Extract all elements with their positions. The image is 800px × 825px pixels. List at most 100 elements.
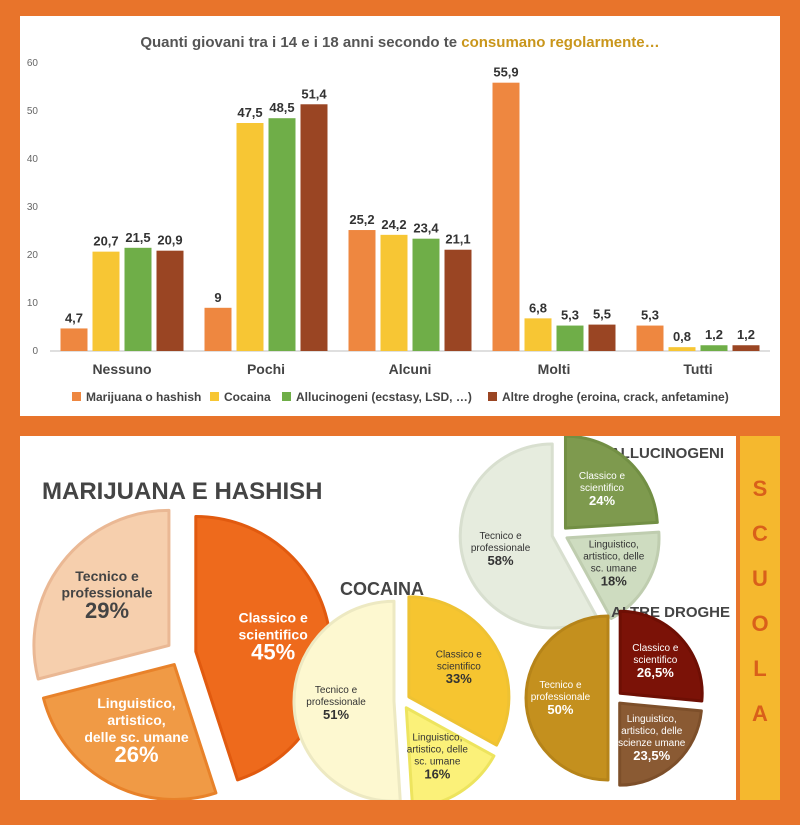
bar bbox=[636, 325, 664, 351]
bar bbox=[556, 325, 584, 351]
data-label: 1,2 bbox=[737, 327, 755, 342]
y-tick-label: 40 bbox=[27, 154, 39, 165]
slice-label: professionale bbox=[471, 543, 531, 554]
scuola-letter: L bbox=[753, 656, 767, 681]
slice-label: Classico e bbox=[579, 471, 626, 482]
data-label: 5,3 bbox=[641, 308, 659, 323]
bar bbox=[348, 230, 376, 351]
slice-label: Linguistico, bbox=[627, 714, 677, 725]
slice-value: 58% bbox=[488, 553, 514, 568]
legend-label: Cocaina bbox=[224, 390, 271, 404]
y-tick-label: 60 bbox=[27, 58, 39, 69]
y-tick-label: 10 bbox=[27, 298, 39, 309]
legend-label: Altre droghe (eroina, crack, anfetamine) bbox=[502, 390, 729, 404]
pie-slice bbox=[407, 595, 511, 747]
legend-swatch bbox=[210, 392, 219, 401]
pie-slice bbox=[292, 599, 402, 803]
bar bbox=[732, 345, 760, 351]
bar bbox=[268, 118, 296, 351]
data-label: 6,8 bbox=[529, 300, 547, 315]
scuola-letter: C bbox=[752, 521, 768, 546]
legend-swatch bbox=[72, 392, 81, 401]
data-label: 5,3 bbox=[561, 308, 579, 323]
slice-value: 29% bbox=[85, 598, 129, 623]
slice-value: 18% bbox=[601, 573, 627, 588]
data-label: 21,5 bbox=[125, 230, 150, 245]
data-label: 47,5 bbox=[237, 105, 262, 120]
slice-label: scientifico bbox=[580, 483, 624, 494]
y-tick-label: 20 bbox=[27, 250, 39, 261]
data-label: 55,9 bbox=[493, 65, 518, 80]
data-label: 4,7 bbox=[65, 310, 83, 325]
scuola-letter: A bbox=[752, 701, 768, 726]
data-label: 1,2 bbox=[705, 327, 723, 342]
slice-label: professionale bbox=[62, 585, 153, 601]
data-label: 20,7 bbox=[93, 234, 118, 249]
bar bbox=[60, 328, 88, 351]
pie-slice bbox=[32, 508, 171, 681]
legend-label: Allucinogeni (ecstasy, LSD, …) bbox=[296, 390, 472, 404]
pie-slice bbox=[458, 442, 599, 630]
slice-label: Tecnico e bbox=[75, 568, 139, 584]
chart-title-highlight: consumano regolarmente… bbox=[461, 34, 659, 51]
slice-label: delle sc. umane bbox=[84, 729, 188, 745]
slice-label: Linguistico, bbox=[97, 695, 176, 711]
slice-label: artistico, delle bbox=[621, 726, 683, 737]
y-tick-label: 0 bbox=[32, 346, 38, 357]
data-label: 25,2 bbox=[349, 212, 374, 227]
scuola-letter: O bbox=[751, 611, 769, 636]
pie-title: MARIJUANA E HASHISH bbox=[42, 478, 322, 505]
slice-label: scientifico bbox=[239, 626, 308, 642]
slice-value: 50% bbox=[547, 702, 573, 717]
slice-value: 33% bbox=[446, 671, 472, 686]
data-label: 23,4 bbox=[413, 221, 439, 236]
slice-label: Tecnico e bbox=[539, 680, 582, 691]
slice-label: scienze umane bbox=[618, 738, 686, 749]
category-label: Pochi bbox=[247, 361, 285, 377]
slice-label: Linguistico, bbox=[589, 539, 639, 550]
bar bbox=[524, 318, 552, 351]
pie-slice bbox=[41, 663, 218, 801]
bar bbox=[444, 249, 472, 351]
bar bbox=[700, 345, 728, 351]
pie-slice bbox=[618, 701, 703, 787]
y-tick-label: 50 bbox=[27, 106, 39, 117]
legend-swatch bbox=[282, 392, 291, 401]
bar bbox=[492, 82, 520, 352]
slice-label: Classico e bbox=[436, 649, 483, 660]
slice-label: artistico, delle bbox=[583, 551, 645, 562]
slice-label: artistico, delle bbox=[407, 745, 469, 756]
category-label: Alcuni bbox=[389, 361, 432, 377]
slice-value: 24% bbox=[589, 493, 615, 508]
chart-title-part: Quanti giovani tra i 14 e i 18 anni seco… bbox=[140, 34, 461, 51]
bar bbox=[588, 324, 616, 351]
slice-label: sc. umane bbox=[591, 563, 638, 574]
legend-swatch bbox=[488, 392, 497, 401]
y-tick-label: 30 bbox=[27, 202, 39, 213]
data-label: 24,2 bbox=[381, 217, 406, 232]
bar bbox=[204, 307, 232, 351]
bar-chart-panel: Quanti giovani tra i 14 e i 18 anni seco… bbox=[20, 16, 780, 416]
slice-label: sc. umane bbox=[414, 757, 461, 768]
slice-label: professionale bbox=[531, 692, 591, 703]
data-label: 51,4 bbox=[301, 86, 327, 101]
data-label: 9 bbox=[214, 290, 221, 305]
slice-value: 51% bbox=[323, 707, 349, 722]
slice-value: 26% bbox=[114, 742, 158, 767]
slice-value: 26,5% bbox=[637, 665, 674, 680]
scuola-letter: S bbox=[752, 476, 768, 501]
legend-label: Marijuana o hashish bbox=[86, 390, 201, 404]
slice-value: 23,5% bbox=[633, 748, 670, 763]
slice-value: 45% bbox=[251, 640, 295, 665]
bar bbox=[236, 123, 264, 351]
data-label: 0,8 bbox=[673, 329, 691, 344]
category-label: Nessuno bbox=[92, 361, 151, 377]
slice-label: Tecnico e bbox=[479, 531, 522, 542]
pie-slice bbox=[618, 609, 704, 703]
bar bbox=[380, 234, 408, 351]
data-label: 21,1 bbox=[445, 232, 470, 247]
scuola-letter: U bbox=[752, 566, 768, 591]
category-label: Molti bbox=[538, 361, 571, 377]
